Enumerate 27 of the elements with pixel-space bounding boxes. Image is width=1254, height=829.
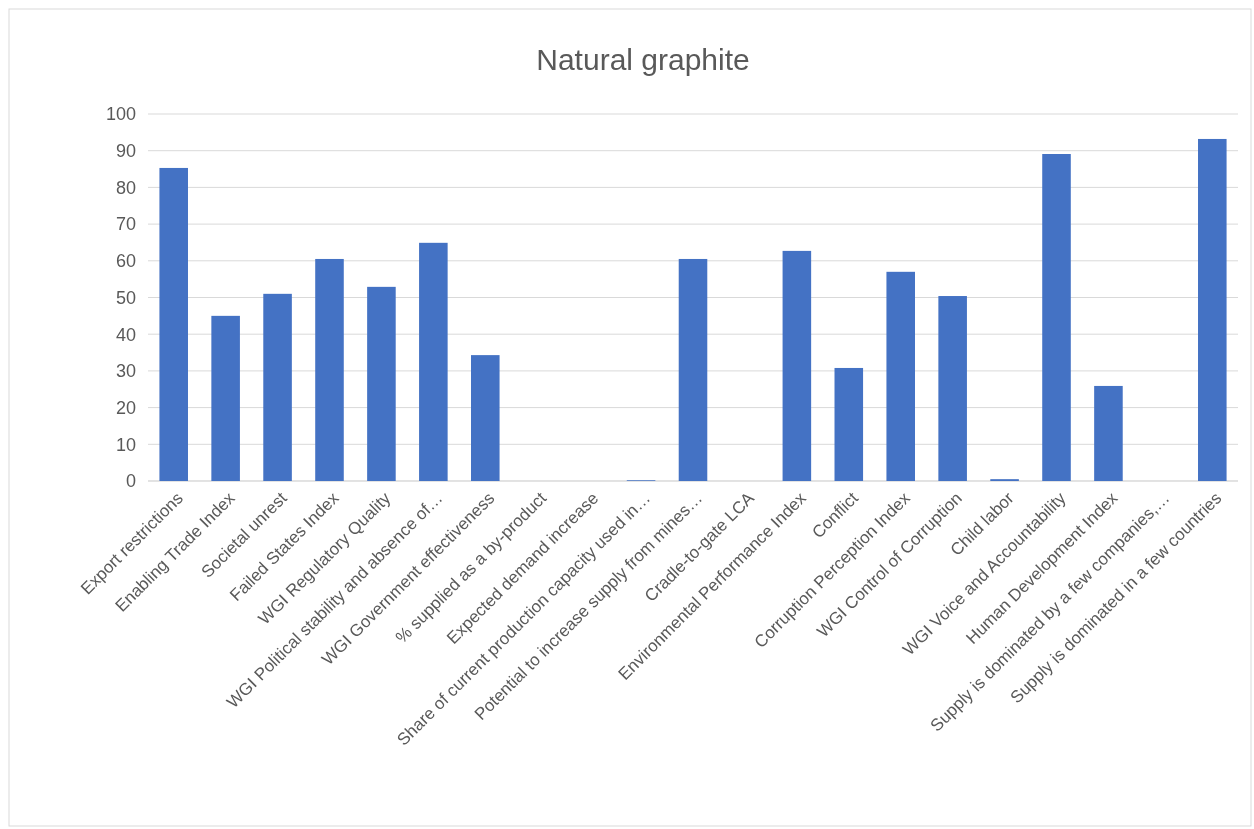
y-tick-label: 80	[115, 177, 136, 198]
bar	[678, 258, 708, 481]
y-tick-label: 10	[115, 434, 136, 455]
y-tick-label: 40	[115, 324, 136, 345]
bar	[886, 271, 915, 481]
y-tick-label: 60	[115, 251, 136, 272]
bar	[263, 293, 292, 481]
y-tick-label: 30	[115, 361, 136, 382]
chart-title: Natural graphite	[536, 43, 750, 76]
bar	[834, 367, 864, 481]
y-tick-label: 50	[115, 287, 136, 308]
y-tick-label: 20	[115, 397, 136, 418]
y-tick-label: 0	[125, 471, 136, 492]
bar	[1198, 138, 1227, 481]
y-tick-label: 70	[115, 214, 136, 235]
bar	[1042, 154, 1071, 481]
bar	[938, 296, 967, 481]
bar	[419, 242, 448, 481]
bar	[315, 258, 344, 481]
bar	[211, 315, 240, 481]
bar	[1094, 385, 1123, 481]
bar	[159, 167, 188, 481]
bar	[367, 286, 396, 481]
y-tick-label: 100	[105, 104, 136, 125]
bar	[471, 355, 500, 481]
y-tick-label: 90	[115, 141, 136, 161]
bar	[782, 250, 812, 481]
